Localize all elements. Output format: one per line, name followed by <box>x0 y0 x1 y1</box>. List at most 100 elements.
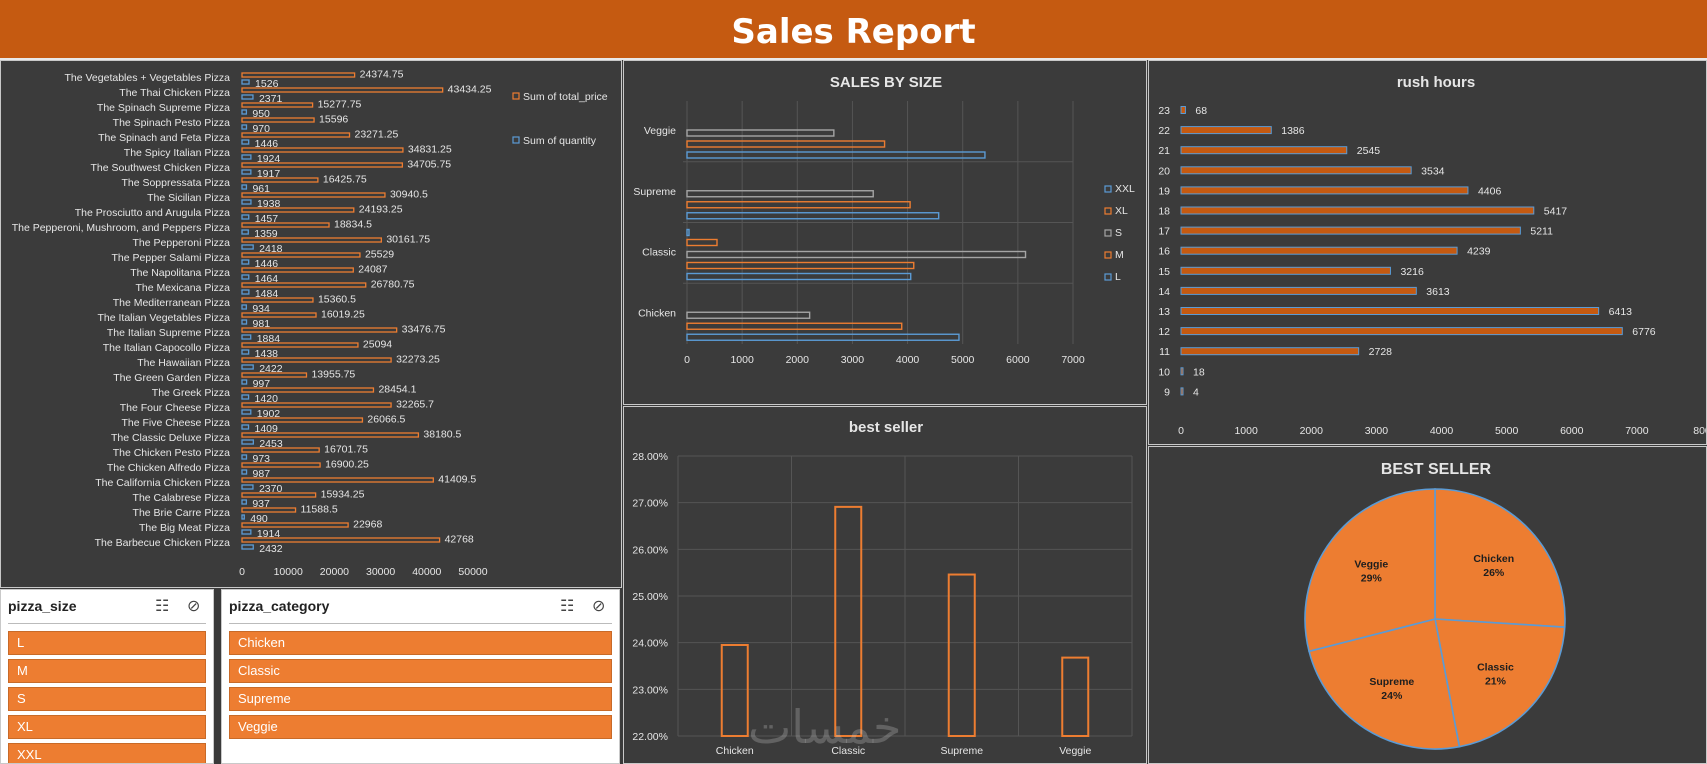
category-label: The Chicken Alfredo Pizza <box>107 462 230 474</box>
quantity-label: 997 <box>253 378 271 390</box>
quantity-label: 1446 <box>255 138 279 150</box>
total-price-label: 32265.7 <box>396 399 434 411</box>
quantity-label: 2370 <box>259 483 283 495</box>
total-price-label: 13955.75 <box>311 369 355 381</box>
total-price-label: 16425.75 <box>323 174 367 186</box>
size-bar-l <box>686 272 912 281</box>
report-title: Sales Report <box>731 12 976 52</box>
quantity-label: 1917 <box>257 168 281 180</box>
rush-bar <box>1180 166 1412 175</box>
value-label: 18 <box>1193 366 1205 378</box>
pie-slice <box>1434 488 1566 629</box>
total-price-bar <box>241 102 314 108</box>
pizza-names-panel: The Vegetables + Vegetables Pizza 24374.7… <box>0 60 622 588</box>
category-label: The Soppressata Pizza <box>121 177 230 189</box>
category-label: The Prosciutto and Arugula Pizza <box>75 207 230 219</box>
quantity-bar <box>241 199 252 205</box>
hour-label: 17 <box>1158 226 1170 238</box>
slice-label: Veggie <box>1354 559 1388 571</box>
clear-filter-icon[interactable]: ⊘ <box>187 598 201 615</box>
rush-bar <box>1180 206 1535 215</box>
category-label: Chicken <box>638 307 676 319</box>
hour-label: 12 <box>1158 326 1170 338</box>
multi-select-icon[interactable]: ☷ <box>155 598 170 615</box>
y-tick-label: 27.00% <box>632 498 668 510</box>
quantity-bar <box>241 409 252 415</box>
total-price-label: 16701.75 <box>324 444 368 456</box>
quantity-label: 934 <box>252 303 270 315</box>
pizza-size-slicer-item[interactable]: M <box>8 659 206 683</box>
x-tick-label: 3000 <box>841 354 865 366</box>
legend-label: XL <box>1115 205 1128 217</box>
category-label: The Five Cheese Pizza <box>121 417 230 429</box>
category-label: The California Chicken Pizza <box>95 477 230 489</box>
total-price-label: 43434.25 <box>448 84 492 96</box>
quantity-bar <box>241 304 247 310</box>
x-tick-label: 6000 <box>1560 425 1584 437</box>
pizza-size-slicer-item[interactable]: L <box>8 631 206 655</box>
size-bar-l <box>686 151 986 159</box>
pizza-category-slicer: pizza_category ☷ ⊘ Chicken Classic Supreme… <box>221 589 620 764</box>
total-price-bar <box>241 477 434 483</box>
total-price-bar <box>241 492 317 498</box>
x-tick-label: 0 <box>1178 425 1184 437</box>
quantity-label: 1446 <box>255 258 279 270</box>
chart-title: best seller <box>849 419 923 436</box>
value-label: 2545 <box>1357 145 1381 157</box>
total-price-bar <box>241 177 319 183</box>
slice-percent: 26% <box>1483 567 1505 579</box>
hour-label: 14 <box>1158 286 1170 298</box>
x-tick-label: 2000 <box>786 354 810 366</box>
slice-percent: 24% <box>1381 690 1403 702</box>
pizza-size-slicer-item[interactable]: XXL <box>8 743 206 763</box>
clear-filter-icon[interactable]: ⊘ <box>592 598 606 615</box>
pizza-names-chart: The Vegetables + Vegetables Pizza 24374.7… <box>12 69 608 579</box>
total-price-label: 22968 <box>353 519 382 531</box>
total-price-bar <box>241 507 297 513</box>
category-label: The Brie Carre Pizza <box>133 507 231 519</box>
hour-label: 19 <box>1158 185 1170 197</box>
pizza-category-slicer-item[interactable]: Supreme <box>229 687 612 711</box>
x-tick-label: 0 <box>239 566 245 578</box>
slice-label: Chicken <box>1473 553 1514 565</box>
total-price-bar <box>241 327 398 333</box>
pizza-category-slicer-item[interactable]: Veggie <box>229 715 612 739</box>
quantity-bar <box>241 289 250 295</box>
best-seller-bar <box>1061 656 1090 738</box>
hour-label: 9 <box>1164 386 1170 398</box>
quantity-bar <box>241 484 254 490</box>
total-price-bar <box>241 192 386 198</box>
pizza-size-slicer-item[interactable]: S <box>8 687 206 711</box>
quantity-bar <box>241 529 252 535</box>
total-price-label: 23271.25 <box>355 129 399 141</box>
quantity-bar <box>241 229 249 235</box>
total-price-label: 11588.5 <box>301 504 338 516</box>
total-price-bar <box>241 87 444 93</box>
quantity-label: 2422 <box>259 363 283 375</box>
legend-label: XXL <box>1115 183 1135 195</box>
multi-select-icon[interactable]: ☷ <box>560 598 575 615</box>
pizza-category-slicer-item[interactable]: Chicken <box>229 631 612 655</box>
pizza-size-slicer-title: pizza_size <box>8 598 77 614</box>
pizza-category-slicer-item[interactable]: Classic <box>229 659 612 683</box>
size-bar-s <box>686 190 874 198</box>
rush-bar <box>1180 286 1417 295</box>
total-price-bar <box>241 402 392 408</box>
category-label: The Spinach Pesto Pizza <box>113 117 230 129</box>
category-label: Classic <box>831 745 865 757</box>
quantity-label: 973 <box>252 453 270 465</box>
quantity-label: 1464 <box>255 273 279 285</box>
slice-label: Classic <box>1477 661 1514 673</box>
total-price-label: 28454.1 <box>378 384 416 396</box>
total-price-label: 34831.25 <box>408 144 452 156</box>
x-tick-label: 50000 <box>458 566 487 578</box>
total-price-label: 15277.75 <box>318 99 362 111</box>
pizza-size-slicer-item[interactable]: XL <box>8 715 206 739</box>
rush-bar <box>1180 126 1272 135</box>
quantity-label: 961 <box>252 183 270 195</box>
quantity-bar <box>241 544 254 550</box>
value-label: 5417 <box>1544 206 1568 218</box>
total-price-bar <box>241 147 404 153</box>
pie-slice <box>1308 618 1461 750</box>
category-label: The Spinach and Feta Pizza <box>98 132 230 144</box>
